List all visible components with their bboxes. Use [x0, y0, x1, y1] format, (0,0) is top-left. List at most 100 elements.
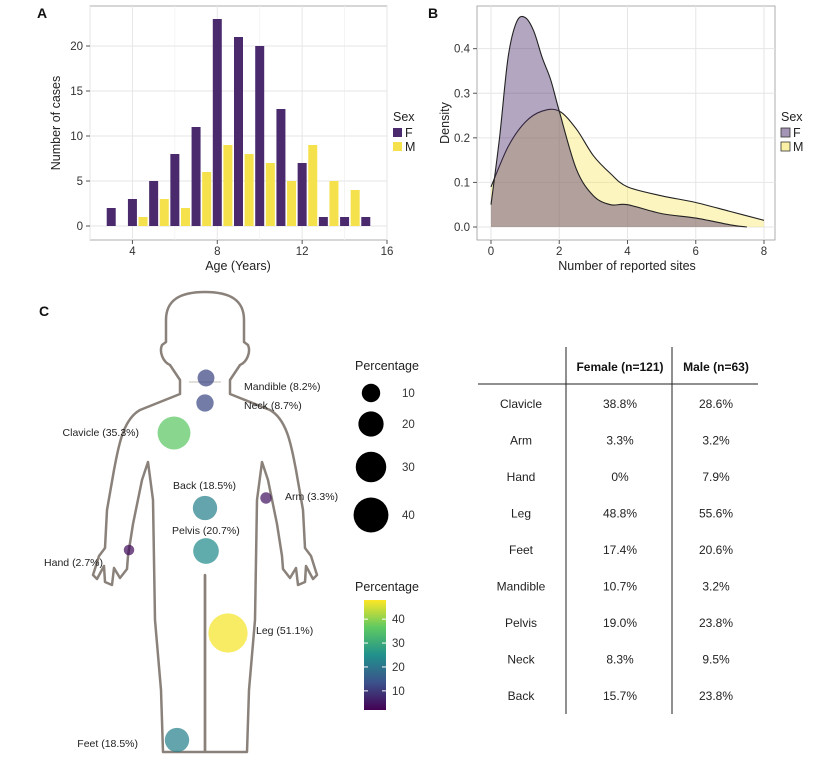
color-legend-tick-label: 20	[392, 662, 405, 674]
histogram-bar-male	[244, 154, 254, 226]
histogram-bar-male	[180, 208, 190, 226]
histogram-x-axis-title: Age (Years)	[205, 259, 271, 273]
site-bubble	[260, 492, 272, 504]
histogram-legend-title: Sex	[393, 110, 415, 124]
density-x-tick-label: 4	[624, 246, 631, 258]
color-legend-tick-label: 40	[392, 614, 405, 626]
panel-label-c: C	[39, 303, 49, 319]
panel-label-b: B	[428, 5, 438, 21]
site-label: Clavicle (35.3%)	[63, 427, 139, 439]
table-row-label: Hand	[507, 470, 536, 484]
site-bubble	[123, 544, 135, 556]
histogram-bar-female	[106, 208, 116, 226]
histogram-bar-male	[287, 181, 297, 226]
histogram-y-tick-label: 5	[77, 176, 83, 188]
body-map-panel: Mandible (8.2%) Neck (8.7%) Clavicle (35.3…	[44, 290, 338, 754]
table-cell-male: 3.2%	[702, 580, 730, 594]
table-row-label: Leg	[511, 507, 531, 521]
table-cell-female: 19.0%	[603, 616, 637, 630]
table-row-label: Clavicle	[500, 397, 542, 411]
site-bubble	[196, 394, 214, 412]
site-bubble	[157, 416, 191, 450]
histogram-bar-male	[159, 199, 169, 226]
density-curve-male	[490, 108, 765, 221]
site-label: Neck (8.7%)	[244, 400, 302, 412]
histogram-panel: 4 8 12 16 0 5 10 15 20 Age (Years) Number of ca…	[49, 5, 415, 273]
table-cell-male: 28.6%	[699, 397, 733, 411]
table-cell-female: 3.3%	[606, 434, 634, 448]
site-label: Mandible (8.2%)	[244, 381, 320, 393]
histogram-legend-label-male: M	[405, 140, 415, 154]
table-row-label: Mandible	[497, 580, 546, 594]
histogram-bar-female	[276, 109, 286, 226]
histogram-bar-male	[265, 163, 275, 226]
size-legend-circle	[355, 451, 387, 483]
site-table: Female (n=121) Male (n=63) Clavicle 38.8%…	[478, 347, 758, 714]
density-y-tick-label: 0.2	[454, 133, 470, 145]
histogram-x-tick-label: 4	[129, 246, 136, 258]
color-legend-bar	[364, 600, 386, 710]
density-y-tick-label: 0.0	[454, 222, 470, 234]
histogram-bar-male	[308, 145, 318, 226]
density-x-axis-title: Number of reported sites	[558, 259, 696, 273]
size-legend-label: 10	[402, 388, 415, 400]
histogram-bar-female	[340, 217, 350, 226]
table-cell-male: 23.8%	[699, 616, 733, 630]
histogram-bar-male	[350, 190, 360, 226]
body-silhouette	[91, 290, 319, 754]
density-panel: 0 2 4 6 8 0.0 0.1 0.2 0.3 0.4 Number of reported…	[438, 5, 803, 273]
table-row-label: Back	[508, 689, 536, 703]
table-cell-female: 15.7%	[603, 689, 637, 703]
density-y-tick-label: 0.4	[454, 44, 471, 56]
table-cell-male: 3.2%	[702, 434, 730, 448]
density-curve-female	[490, 15, 748, 228]
histogram-y-axis-title: Number of cases	[49, 76, 63, 170]
table-row-label: Pelvis	[505, 616, 537, 630]
density-x-tick-label: 8	[761, 246, 767, 258]
density-legend-title: Sex	[781, 110, 803, 124]
table-cell-female: 8.3%	[606, 653, 634, 667]
panel-label-a: A	[37, 5, 47, 21]
histogram-bar-female	[127, 199, 137, 226]
color-legend: Percentage 10 20 30 40	[355, 580, 419, 710]
density-area-male	[491, 109, 764, 227]
density-legend-label-female: F	[793, 126, 801, 140]
table-cell-female: 17.4%	[603, 543, 637, 557]
site-label: Arm (3.3%)	[285, 491, 338, 503]
histogram-x-tick-label: 16	[381, 246, 394, 258]
table-row-label: Feet	[509, 543, 534, 557]
color-legend-tick-label: 10	[392, 686, 405, 698]
table-cell-male: 20.6%	[699, 543, 733, 557]
histogram-legend-swatch-male	[393, 142, 402, 151]
histogram-legend-label-female: F	[405, 126, 413, 140]
density-x-tick-label: 0	[488, 246, 494, 258]
table-header-male: Male (n=63)	[683, 360, 749, 374]
table-cell-male: 9.5%	[702, 653, 730, 667]
size-legend-circle	[353, 497, 389, 533]
color-legend-title: Percentage	[355, 580, 419, 594]
table-cell-female: 38.8%	[603, 397, 637, 411]
histogram-bar-female	[234, 37, 243, 226]
histogram-bar-female	[212, 19, 222, 226]
density-legend-label-male: M	[793, 140, 803, 154]
density-legend-swatch-female	[780, 127, 791, 138]
site-bubble	[193, 538, 219, 564]
table-cell-male: 7.9%	[702, 470, 730, 484]
table-cell-female: 48.8%	[603, 507, 637, 521]
size-legend-circle	[358, 411, 384, 437]
histogram-bar-male	[202, 172, 212, 226]
density-x-tick-label: 6	[693, 246, 699, 258]
histogram-y-tick-label: 20	[70, 41, 83, 53]
size-legend-label: 40	[402, 510, 415, 522]
histogram-y-tick-label: 10	[70, 131, 83, 143]
table-cell-female: 0%	[611, 470, 629, 484]
histogram-bar-male	[223, 145, 233, 226]
size-legend-label: 30	[402, 462, 415, 474]
table-cell-male: 55.6%	[699, 507, 733, 521]
density-y-tick-label: 0.1	[454, 177, 470, 189]
site-bubble	[208, 613, 248, 653]
site-label: Feet (18.5%)	[77, 738, 138, 750]
histogram-y-tick-label: 15	[70, 86, 83, 98]
histogram-bar-male	[329, 181, 339, 226]
